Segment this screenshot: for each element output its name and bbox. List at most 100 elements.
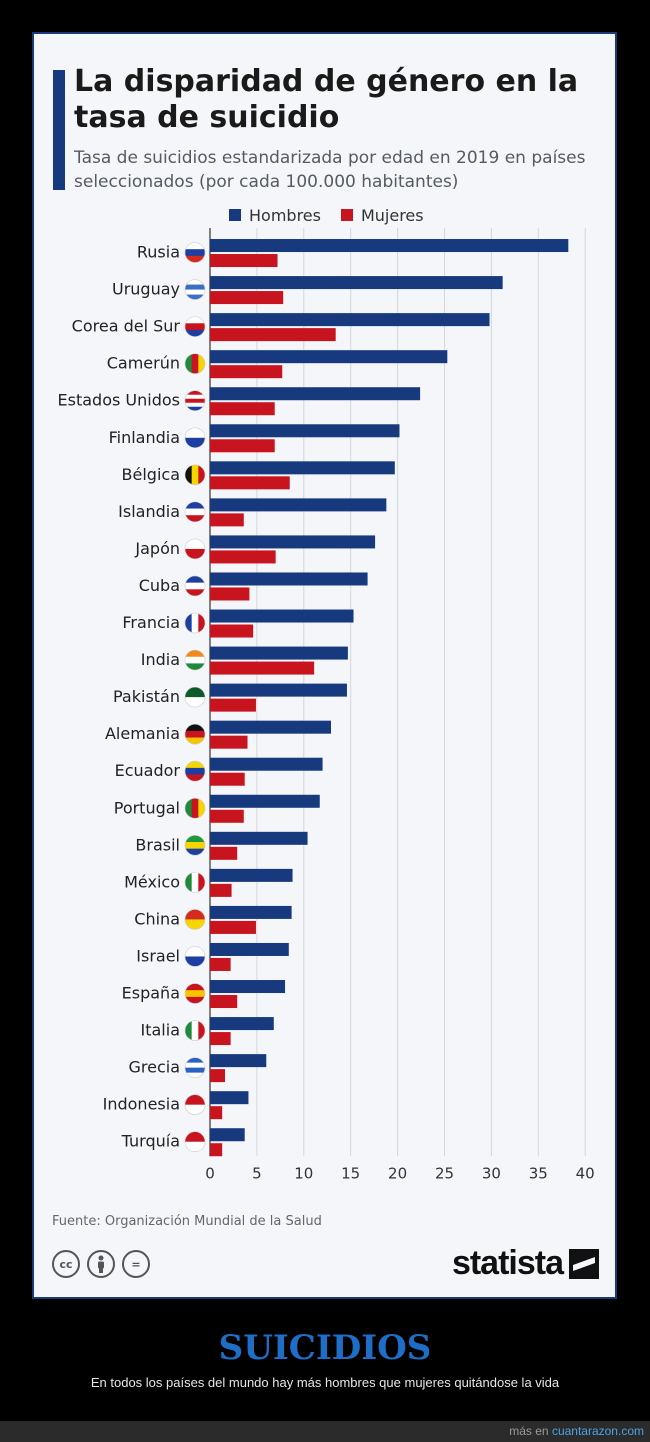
legend-swatch-hombres bbox=[229, 209, 241, 221]
germany-flag-icon bbox=[185, 724, 205, 745]
attribution-icon bbox=[87, 1250, 115, 1278]
flag-outline bbox=[184, 538, 206, 560]
bar-hombres bbox=[210, 942, 289, 956]
category-label: Francia bbox=[122, 613, 180, 632]
flag-outline bbox=[184, 427, 206, 449]
x-tick-label: 10 bbox=[294, 1164, 313, 1182]
bar-hombres bbox=[210, 646, 348, 660]
france-flag-icon bbox=[185, 613, 205, 634]
bar-mujeres bbox=[210, 402, 275, 416]
flag-outline bbox=[184, 649, 206, 671]
china-flag-icon bbox=[185, 909, 205, 930]
brand-name: statista bbox=[451, 1244, 564, 1282]
bar-mujeres bbox=[210, 846, 238, 860]
bar-mujeres bbox=[210, 550, 276, 564]
flag-outline bbox=[184, 279, 206, 300]
bar-mujeres bbox=[210, 291, 284, 305]
bar-hombres bbox=[210, 1054, 267, 1068]
greece-flag-icon bbox=[185, 1057, 205, 1078]
bar-hombres bbox=[210, 831, 308, 845]
brazil-flag-icon bbox=[185, 835, 205, 856]
flag-outline bbox=[184, 946, 206, 967]
bar-hombres bbox=[210, 535, 376, 549]
cuba-flag-icon bbox=[185, 575, 205, 596]
category-label: Turquía bbox=[121, 1132, 180, 1151]
legend-swatch-mujeres bbox=[340, 209, 353, 221]
bar-mujeres bbox=[210, 439, 275, 453]
no-derivatives-icon: = bbox=[122, 1250, 150, 1278]
bar-hombres bbox=[210, 1091, 249, 1105]
source-note: Fuente: Organización Mundial de la Salud bbox=[52, 1214, 322, 1229]
site-footer: más en cuantarazon.com bbox=[0, 1421, 650, 1442]
bar-hombres bbox=[210, 683, 347, 697]
bar-hombres bbox=[210, 1128, 245, 1142]
bar-mujeres bbox=[210, 698, 256, 712]
category-label: Finlandia bbox=[109, 428, 180, 447]
statista-logo[interactable]: statista bbox=[452, 1244, 599, 1283]
category-label: Brasil bbox=[135, 835, 180, 854]
ecuador-flag-icon bbox=[185, 761, 205, 782]
bar-mujeres bbox=[210, 735, 248, 749]
bar-hombres bbox=[210, 313, 490, 327]
south-korea-flag-icon bbox=[185, 316, 205, 337]
category-label: Alemania bbox=[105, 724, 180, 743]
bar-hombres bbox=[210, 350, 448, 364]
category-label: Islandia bbox=[118, 502, 180, 521]
category-label: México bbox=[124, 872, 180, 891]
finland-flag-icon bbox=[185, 427, 205, 448]
flag-outline bbox=[184, 353, 206, 374]
flag-outline bbox=[184, 723, 206, 745]
bar-mujeres bbox=[210, 957, 231, 971]
russia-flag-icon bbox=[185, 242, 205, 263]
italy-flag-icon bbox=[185, 1020, 205, 1041]
category-label: Camerún bbox=[107, 354, 180, 373]
caption-title: SUICIDIOS bbox=[218, 1328, 432, 1368]
india-flag-icon bbox=[185, 650, 205, 671]
bar-hombres bbox=[210, 720, 332, 734]
x-tick-label: 30 bbox=[482, 1164, 501, 1182]
x-tick-label: 20 bbox=[388, 1164, 407, 1182]
flag-outline bbox=[184, 872, 206, 893]
category-label: Italia bbox=[141, 1021, 181, 1040]
footer-prefix: más en bbox=[509, 1424, 549, 1438]
pakistan-flag-icon bbox=[185, 687, 205, 708]
category-label: China bbox=[134, 909, 180, 928]
bar-mujeres bbox=[210, 809, 244, 823]
category-label: Japón bbox=[134, 539, 180, 558]
caption-text: En todos los países del mundo hay más ho… bbox=[90, 1375, 560, 1390]
chart-subtitle: Tasa de suicidios estandarizada por edad… bbox=[74, 148, 586, 192]
bar-mujeres bbox=[210, 624, 254, 638]
bar-hombres bbox=[210, 239, 569, 253]
bar-hombres bbox=[210, 572, 368, 586]
bar-mujeres bbox=[210, 920, 256, 934]
legend-label-hombres: Hombres bbox=[249, 205, 321, 225]
category-label: Uruguay bbox=[112, 280, 180, 299]
footer-link[interactable]: cuantarazon.com bbox=[551, 1424, 644, 1438]
flag-outline bbox=[184, 1057, 206, 1078]
category-label: Portugal bbox=[114, 798, 180, 817]
bar-mujeres bbox=[210, 513, 244, 527]
portugal-flag-icon bbox=[185, 798, 205, 819]
japan-flag-icon bbox=[185, 538, 205, 559]
bar-mujeres bbox=[210, 328, 336, 342]
statista-mark-icon bbox=[569, 1248, 599, 1279]
category-label: Corea del Sur bbox=[72, 317, 181, 336]
title-accent-bar bbox=[53, 70, 65, 190]
category-label: Indonesia bbox=[103, 1095, 180, 1114]
cc-license-icon: cc bbox=[52, 1250, 80, 1278]
x-tick-label: 40 bbox=[576, 1164, 595, 1182]
bar-mujeres bbox=[210, 1106, 223, 1120]
bar-hombres bbox=[210, 498, 387, 512]
flag-outline bbox=[184, 612, 206, 634]
legend: Hombres Mujeres bbox=[229, 204, 424, 226]
bar-hombres bbox=[210, 757, 323, 771]
category-label: Bélgica bbox=[122, 465, 180, 484]
legend-label-mujeres: Mujeres bbox=[360, 205, 424, 225]
bar-mujeres bbox=[210, 476, 290, 490]
flag-outline bbox=[184, 575, 206, 597]
license-icons: cc = bbox=[52, 1250, 150, 1278]
flag-outline bbox=[184, 983, 206, 1004]
israel-flag-icon bbox=[185, 946, 205, 967]
bar-mujeres bbox=[210, 883, 232, 897]
category-label: Pakistán bbox=[113, 687, 180, 706]
